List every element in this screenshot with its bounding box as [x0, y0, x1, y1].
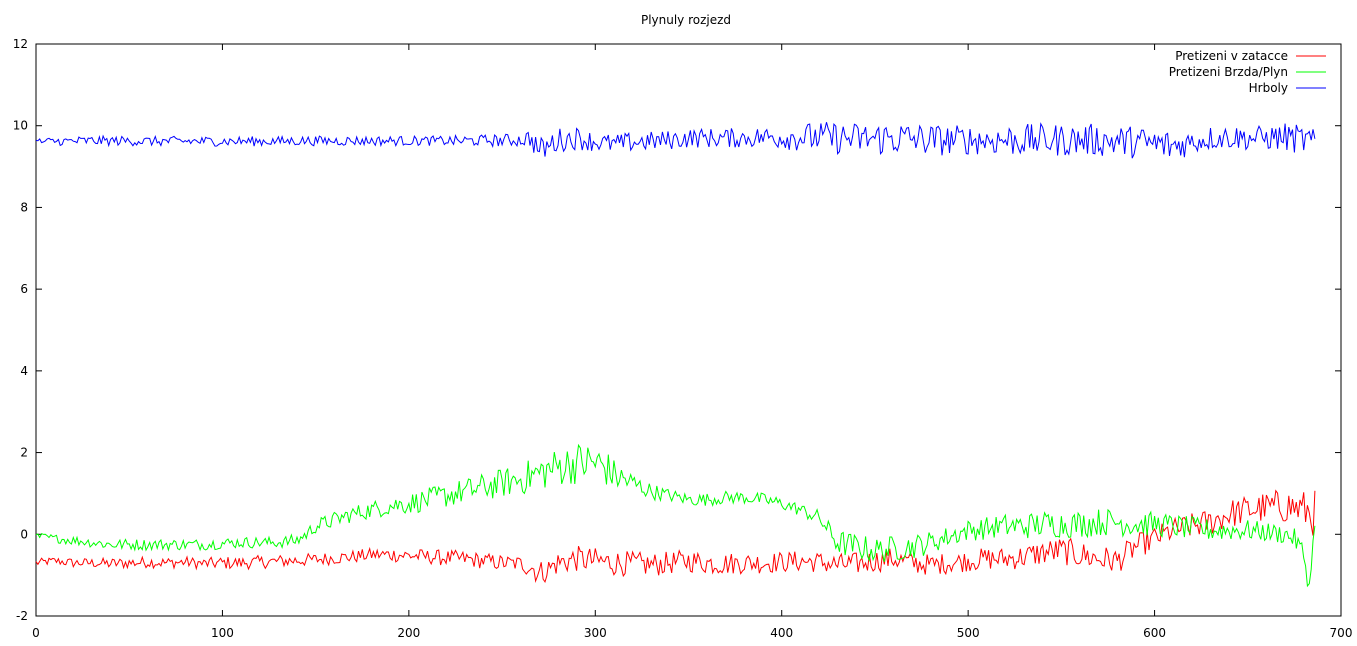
- y-tick-label: 12: [13, 37, 28, 51]
- y-tick-label: 8: [20, 200, 28, 214]
- axis-ticks: 0 100 200 300 400 500 600 700 -2 0 2 4 6 8 10 12: [13, 37, 1353, 640]
- legend-label: Hrboly: [1249, 81, 1288, 95]
- y-tick-label: 4: [20, 364, 28, 378]
- legend-label: Pretizeni Brzda/Plyn: [1169, 65, 1288, 79]
- y-tick-label: 6: [20, 282, 28, 296]
- x-tick-label: 200: [397, 626, 420, 640]
- series-line: [35, 443, 1316, 588]
- x-tick-label: 600: [1143, 626, 1166, 640]
- series-line: [35, 122, 1316, 159]
- y-tick-label: 0: [20, 527, 28, 541]
- y-tick-label: 2: [20, 446, 28, 460]
- x-tick-label: 500: [957, 626, 980, 640]
- chart-title: Plynuly rozjezd: [641, 13, 731, 27]
- x-tick-label: 100: [211, 626, 234, 640]
- x-tick-label: 400: [770, 626, 793, 640]
- legend: Pretizeni v zatacce Pretizeni Brzda/Plyn H…: [1169, 49, 1326, 95]
- x-tick-label: 0: [32, 626, 40, 640]
- y-tick-label: 10: [13, 119, 28, 133]
- x-tick-label: 700: [1330, 626, 1353, 640]
- plot-frame: [35, 43, 1342, 617]
- series-line: [35, 489, 1316, 584]
- x-tick-label: 300: [584, 626, 607, 640]
- series-lines: [35, 122, 1316, 588]
- y-tick-label: -2: [16, 609, 28, 623]
- legend-label: Pretizeni v zatacce: [1175, 49, 1288, 63]
